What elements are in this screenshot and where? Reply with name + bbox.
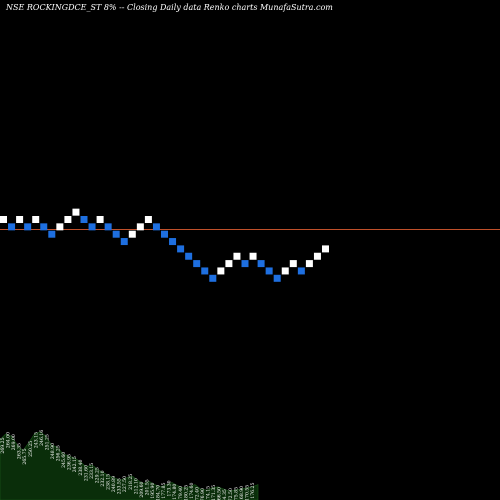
renko-brick-up <box>128 230 136 238</box>
renko-brick-down <box>273 274 281 282</box>
renko-brick-down <box>241 260 249 268</box>
renko-brick-up <box>0 216 7 223</box>
renko-brick-down <box>209 274 217 282</box>
price-label: 242.15 <box>72 456 78 472</box>
price-label: 245.60 <box>61 452 67 468</box>
price-label: 170.55 <box>244 485 250 500</box>
renko-brick-down <box>112 230 120 238</box>
price-label: 212.10 <box>133 478 139 494</box>
price-label: 240.89 <box>111 476 117 492</box>
renko-brick-up <box>144 216 152 223</box>
price-label: 173.30 <box>167 480 173 496</box>
price-label: 166.50 <box>217 487 223 500</box>
renko-brick-down <box>48 230 56 238</box>
price-label: 246.16 <box>39 430 45 446</box>
renko-brick-down <box>185 252 193 260</box>
price-label: 174.80 <box>172 484 178 500</box>
renko-brick-down <box>257 260 265 268</box>
price-label: 269.00 <box>11 434 17 450</box>
chart-title: NSE ROCKINGDCE_ST 8% -- Closing Daily da… <box>6 3 333 12</box>
renko-brick-down <box>24 223 32 231</box>
price-label: 176.25 <box>250 483 256 499</box>
price-label: 164.35 <box>222 489 228 500</box>
price-label: 168.90 <box>239 486 245 500</box>
price-label: 201.55 <box>144 479 150 495</box>
renko-brick-up <box>217 267 225 275</box>
price-label: 177.85 <box>161 483 167 499</box>
renko-brick-up <box>289 260 297 268</box>
price-label: 236.95 <box>67 454 73 470</box>
volume-area <box>0 431 259 500</box>
renko-brick-up <box>322 245 329 253</box>
price-label: 232.10 <box>100 470 106 486</box>
price-label: 229.25 <box>94 467 100 483</box>
price-label: 180.25 <box>183 485 189 500</box>
price-label: 248.90 <box>50 443 56 459</box>
price-label: 175.85 <box>233 487 239 500</box>
renko-brick-down <box>161 230 168 238</box>
renko-brick-up <box>225 260 233 268</box>
price-label: 233.55 <box>117 478 123 494</box>
renko-brick-up <box>313 252 321 260</box>
renko-bricks <box>0 208 329 282</box>
renko-brick-down <box>80 216 88 223</box>
price-label: 264.00 <box>6 432 12 448</box>
volume-area-shape <box>0 431 259 500</box>
price-label: 251.25 <box>44 434 50 450</box>
price-label: 172.50 <box>228 488 234 500</box>
renko-brick-down <box>265 267 273 275</box>
renko-brick-down <box>297 267 305 275</box>
renko-brick-up <box>281 267 289 275</box>
price-label: 209.60 <box>139 481 145 497</box>
price-label: 195.90 <box>150 483 156 499</box>
renko-brick-up <box>233 252 241 260</box>
renko-brick-down <box>104 223 112 231</box>
price-label: 227.50 <box>122 476 128 492</box>
price-label: 269.25 <box>0 437 6 453</box>
price-label: 265.75 <box>22 448 28 464</box>
renko-brick-up <box>16 216 24 223</box>
renko-brick-down <box>40 223 48 231</box>
price-label: 243.15 <box>33 432 39 448</box>
price-label: 172.40 <box>194 487 200 500</box>
renko-brick-down <box>177 245 185 253</box>
price-label: 174.60 <box>189 483 195 499</box>
price-label: 171.35 <box>211 485 217 500</box>
price-label: 174.15 <box>206 486 212 500</box>
price-label: 250.25 <box>28 441 34 457</box>
renko-brick-up <box>32 216 40 223</box>
price-label: 176.90 <box>200 488 206 500</box>
renko-brick-up <box>136 223 144 231</box>
renko-brick-up <box>305 260 313 268</box>
price-label: 256.25 <box>56 445 62 461</box>
renko-brick-down <box>201 267 209 275</box>
price-label: 263.35 <box>17 443 23 459</box>
renko-brick-up <box>96 216 104 223</box>
price-label: 238.15 <box>106 474 112 490</box>
renko-brick-up <box>64 216 72 223</box>
price-label: 231.60 <box>83 465 89 481</box>
renko-brick-up <box>72 208 80 216</box>
renko-brick-up <box>249 252 257 260</box>
price-label: 179.40 <box>178 486 184 500</box>
price-label: 218.25 <box>128 474 134 490</box>
renko-brick-down <box>152 223 160 231</box>
renko-brick-down <box>120 238 128 246</box>
renko-brick-down <box>193 260 201 268</box>
price-label: 233.15 <box>89 463 95 479</box>
renko-brick-down <box>169 238 177 246</box>
price-label: 184.70 <box>156 485 162 500</box>
renko-brick-down <box>8 223 16 231</box>
renko-brick-down <box>88 223 96 231</box>
renko-brick-up <box>56 223 64 231</box>
price-label: 238.40 <box>78 459 84 475</box>
